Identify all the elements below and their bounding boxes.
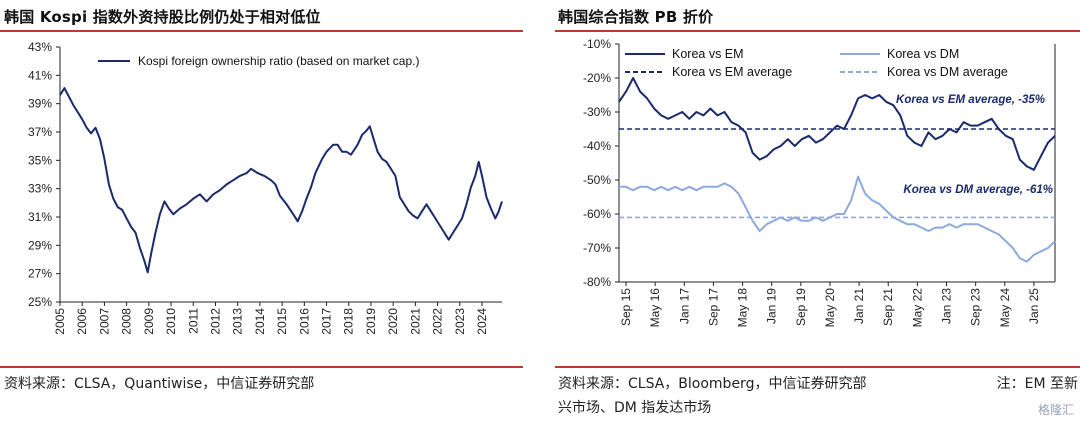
right-chart-title: 韩国综合指数 PB 折价 bbox=[558, 8, 714, 26]
left-x-axis: 2005 2006 2007 2008 2009 2010 2011 2012 2013 2014… bbox=[53, 301, 502, 335]
left-x-tick-label: 2013 bbox=[231, 308, 245, 335]
left-x-tick-label: 2017 bbox=[320, 308, 334, 335]
korea-vs-em-line bbox=[618, 77, 1056, 171]
left-y-tick-label: 43% bbox=[28, 40, 52, 54]
left-x-tick-label: 2007 bbox=[97, 308, 111, 335]
left-x-tick-label: 2022 bbox=[431, 308, 445, 335]
legend-label-kospi: Kospi foreign ownership ratio (based on … bbox=[138, 54, 419, 68]
left-x-tick-label: 2010 bbox=[164, 308, 178, 335]
right-title-rule bbox=[555, 30, 1080, 32]
korea-vs-dm-line bbox=[619, 175, 1056, 263]
watermark-logo: 格隆汇 bbox=[1037, 403, 1074, 417]
right-y-tick-label: -70% bbox=[583, 241, 611, 255]
left-series bbox=[59, 87, 503, 274]
left-legend: Kospi foreign ownership ratio (based on … bbox=[98, 54, 419, 68]
right-x-tick-label: Sep 15 bbox=[619, 288, 633, 326]
right-note: 注：EM 至新 bbox=[996, 376, 1078, 392]
right-y-tick-label: -30% bbox=[583, 105, 611, 119]
right-x-tick-label: Jan 25 bbox=[1027, 288, 1041, 324]
left-y-tick-label: 33% bbox=[28, 182, 52, 196]
right-x-tick-label: May 20 bbox=[823, 288, 837, 328]
left-x-tick-label: 2015 bbox=[275, 308, 289, 335]
right-y-tick-label: -50% bbox=[583, 173, 611, 187]
right-x-tick-label: Jan 19 bbox=[765, 288, 779, 324]
left-y-tick-label: 27% bbox=[28, 267, 52, 281]
right-y-tick-label: -40% bbox=[583, 139, 611, 153]
left-x-tick-label: 2018 bbox=[342, 308, 356, 335]
left-x-tick-label: 2016 bbox=[297, 308, 311, 335]
left-y-tick-label: 37% bbox=[28, 125, 52, 139]
left-x-tick-label: 2012 bbox=[208, 308, 222, 335]
left-source-note: 资料来源：CLSA，Quantiwise，中信证券研究部 bbox=[4, 376, 315, 392]
left-y-axis: 43% 41% 39% 37% 35% 33% 31% 29% 27% 25% bbox=[28, 40, 61, 309]
right-x-tick-label: Jan 23 bbox=[940, 288, 954, 324]
left-x-tick-label: 2011 bbox=[186, 308, 200, 334]
right-x-tick-label: May 16 bbox=[648, 288, 662, 328]
right-x-tick-label: Jan 21 bbox=[852, 288, 866, 324]
right-x-axis: Sep 15 May 16 Jan 17 Sep 17 May 18 Jan 19 Sep … bbox=[619, 281, 1055, 328]
left-x-tick-label: 2008 bbox=[120, 308, 134, 335]
annotation-dm-average: Korea vs DM average, -61% bbox=[903, 184, 1053, 196]
left-x-tick-label: 2024 bbox=[475, 308, 489, 335]
left-x-tick-label: 2020 bbox=[386, 308, 400, 335]
right-source-line2: 兴市场、DM 指发达市场 bbox=[558, 400, 712, 416]
legend-label-korea-vs-dm: Korea vs DM bbox=[887, 47, 959, 61]
annotation-em-average: Korea vs EM average, -35% bbox=[896, 94, 1045, 106]
legend-label-korea-vs-em-average: Korea vs EM average bbox=[672, 65, 792, 79]
right-x-tick-label: May 18 bbox=[736, 288, 750, 328]
legend-label-korea-vs-em: Korea vs EM bbox=[672, 47, 744, 61]
left-y-tick-label: 31% bbox=[28, 210, 52, 224]
right-chart: -10% -20% -30% -40% -50% -60% -70% -80% Sep 15 M… bbox=[583, 37, 1056, 328]
left-x-tick-label: 2019 bbox=[364, 308, 378, 335]
left-title-rule bbox=[0, 30, 523, 32]
left-y-tick-label: 41% bbox=[28, 68, 52, 82]
left-chart: 43%41%39%37%35%33%31%29%27%25% 2005 2006 2… bbox=[28, 40, 503, 335]
right-annotations: Korea vs EM average, -35% Korea vs DM ave… bbox=[896, 94, 1053, 196]
right-x-tick-label: May 24 bbox=[998, 288, 1012, 328]
legend-label-korea-vs-dm-average: Korea vs DM average bbox=[887, 65, 1008, 79]
kospi-foreign-ownership-line bbox=[59, 87, 503, 274]
right-x-tick-label: Sep 19 bbox=[794, 288, 808, 326]
right-x-tick-label: Jan 17 bbox=[677, 288, 691, 324]
right-legend: Korea vs EM Korea vs DM Korea vs EM averag… bbox=[625, 47, 1008, 79]
right-source-rule bbox=[555, 366, 1080, 368]
left-x-tick-label: 2006 bbox=[75, 308, 89, 335]
right-x-tick-label: May 22 bbox=[910, 288, 924, 328]
right-y-tick-label: -60% bbox=[583, 207, 611, 221]
left-y-tick-label: 25% bbox=[28, 295, 52, 309]
left-source-rule bbox=[0, 366, 523, 368]
right-x-tick-label: Sep 23 bbox=[969, 288, 983, 326]
left-y-tick-label: 29% bbox=[28, 238, 52, 252]
left-x-tick-label: 2009 bbox=[142, 308, 156, 335]
left-chart-title: 韩国 Kospi 指数外资持股比例仍处于相对低位 bbox=[4, 8, 321, 26]
left-y-tick-label: 39% bbox=[28, 97, 52, 111]
left-x-tick-label: 2023 bbox=[453, 308, 467, 335]
right-source-block: 资料来源：CLSA，Bloomberg，中信证券研究部 注：EM 至新 兴市场、… bbox=[558, 372, 1078, 420]
right-source-line1: 资料来源：CLSA，Bloomberg，中信证券研究部 bbox=[558, 376, 867, 392]
right-y-tick-label: -10% bbox=[583, 37, 611, 51]
left-y-tick-label: 35% bbox=[28, 153, 52, 167]
right-x-tick-label: Sep 21 bbox=[881, 288, 895, 326]
right-series bbox=[618, 77, 1056, 263]
right-y-tick-label: -20% bbox=[583, 71, 611, 85]
left-x-tick-label: 2021 bbox=[408, 308, 422, 335]
right-x-tick-label: Sep 17 bbox=[706, 288, 720, 326]
left-x-tick-label: 2005 bbox=[53, 308, 67, 335]
left-x-tick-label: 2014 bbox=[253, 308, 267, 335]
right-y-tick-label: -80% bbox=[583, 275, 611, 289]
